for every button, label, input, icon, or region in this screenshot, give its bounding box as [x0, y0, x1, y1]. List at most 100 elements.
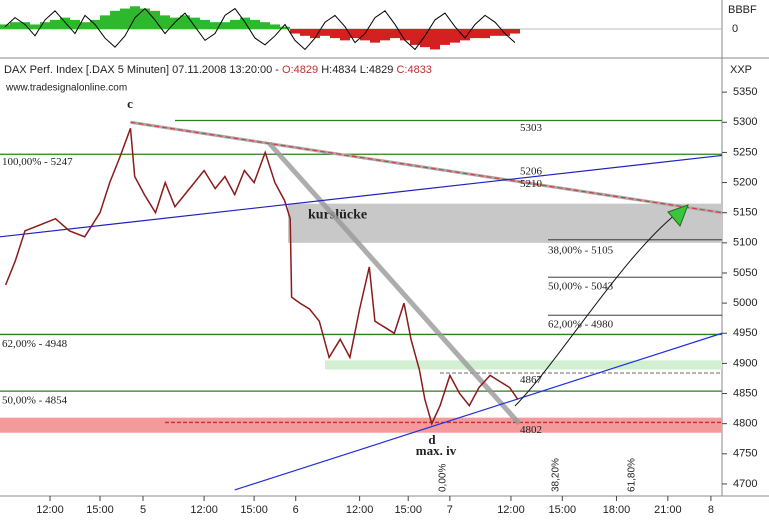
histogram-bar	[180, 15, 190, 29]
fib-label: 38,20%	[551, 458, 562, 492]
y-tick-label: 5150	[733, 207, 757, 219]
histogram-bar	[40, 22, 50, 29]
histogram-bar	[310, 29, 320, 39]
histogram-bar	[140, 8, 150, 29]
trendline	[130, 121, 723, 214]
level-label: 5303	[520, 122, 543, 134]
histogram-bar	[300, 29, 310, 36]
histogram-bar	[290, 29, 300, 34]
x-tick-label: 7	[447, 504, 453, 516]
y-tick-label: 5200	[733, 176, 757, 188]
band	[288, 203, 722, 243]
x-tick-label: 12:00	[36, 504, 64, 516]
y-axis-label: BBBF	[728, 4, 757, 16]
histogram-bar	[330, 29, 340, 39]
histogram-bar	[370, 29, 380, 43]
fib-label: 0,00%	[438, 464, 449, 492]
forecast-arrow	[514, 213, 677, 407]
fib-label: 61,80%	[627, 458, 638, 492]
y-tick-label: 4750	[733, 448, 757, 460]
y-tick-label: 5100	[733, 237, 757, 249]
wave-label: d	[428, 432, 436, 447]
histogram-bar	[500, 29, 510, 36]
band	[0, 417, 722, 433]
band	[325, 360, 722, 370]
histogram-bar	[430, 29, 440, 50]
close: C:4833	[396, 64, 431, 76]
histogram-bar	[270, 24, 280, 29]
y-axis-label: XXP	[730, 64, 752, 76]
histogram-bar	[360, 29, 370, 41]
level-label: 38,00% - 5105	[548, 244, 614, 256]
y-tick-label: 4850	[733, 387, 757, 399]
y-tick-label: 0	[732, 23, 738, 35]
x-tick-label: 15:00	[240, 504, 268, 516]
price-line	[4, 128, 519, 426]
wave-label: max. iv	[416, 443, 457, 458]
trendline	[234, 332, 723, 491]
trendline	[0, 154, 723, 238]
level-label: 4802	[520, 424, 542, 436]
level-label: 50,00% - 5043	[548, 281, 614, 293]
y-tick-label: 5350	[733, 86, 757, 98]
histogram-bar	[220, 22, 230, 29]
histogram-bar	[460, 29, 470, 41]
level-label: 100,00% - 5247	[2, 156, 73, 168]
x-tick-label: 18:00	[603, 504, 631, 516]
open: O:4829	[282, 64, 318, 76]
histogram-bar	[100, 15, 110, 29]
x-tick-label: 21:00	[654, 504, 682, 516]
x-tick-label: 5	[140, 504, 146, 516]
band-label: kurslücke	[308, 207, 367, 222]
source: www.tradesignalonline.com	[5, 83, 127, 94]
level-label: 50,00% - 4854	[2, 395, 68, 407]
histogram-bar	[250, 19, 260, 29]
chart-header: DAX Perf. Index [.DAX 5 Minuten] 07.11.2…	[4, 64, 432, 76]
x-tick-label: 6	[293, 504, 299, 516]
price-label: 4867	[520, 374, 543, 386]
histogram-bar	[230, 19, 240, 29]
histogram-bar	[20, 22, 30, 29]
histogram-bar	[420, 29, 430, 48]
histogram-bar	[210, 22, 220, 29]
y-tick-label: 4800	[733, 418, 757, 430]
y-tick-label: 5050	[733, 267, 757, 279]
x-tick-label: 12:00	[190, 504, 218, 516]
x-tick-label: 12:00	[346, 504, 374, 516]
histogram-bar	[440, 29, 450, 45]
arrow-head	[667, 204, 689, 227]
histogram-bar	[260, 22, 270, 29]
y-tick-label: 5300	[733, 116, 757, 128]
y-tick-label: 4700	[733, 478, 757, 490]
histogram-bar	[190, 17, 200, 29]
histogram-bar	[480, 29, 490, 39]
histogram-bar	[10, 22, 20, 29]
price-label: 5206	[520, 165, 543, 177]
histogram-bar	[280, 26, 290, 29]
histogram-bar	[170, 17, 180, 29]
price-label: 5210	[520, 178, 543, 190]
title: DAX Perf. Index [.DAX 5 Minuten] 07.11.2…	[4, 64, 282, 76]
histogram-bar	[470, 29, 480, 39]
level-label: 62,00% - 4948	[2, 338, 68, 350]
x-tick-label: 15:00	[549, 504, 577, 516]
histogram-bar	[320, 29, 330, 36]
histogram-bar	[380, 29, 390, 41]
high: H:4834	[321, 64, 356, 76]
histogram-bar	[490, 29, 500, 36]
x-tick-label: 15:00	[394, 504, 422, 516]
histogram-bar	[80, 22, 90, 29]
histogram-bar	[240, 17, 250, 29]
histogram-bar	[510, 29, 520, 34]
oscillator-line	[4, 7, 516, 51]
histogram-bar	[30, 24, 40, 29]
y-tick-label: 4950	[733, 327, 757, 339]
histogram-bar	[50, 19, 60, 29]
low: L:4829	[360, 64, 394, 76]
histogram-bar	[350, 29, 360, 39]
y-tick-label: 4900	[733, 357, 757, 369]
histogram-bar	[200, 19, 210, 29]
histogram-bar	[110, 10, 120, 29]
histogram-bar	[60, 17, 70, 29]
